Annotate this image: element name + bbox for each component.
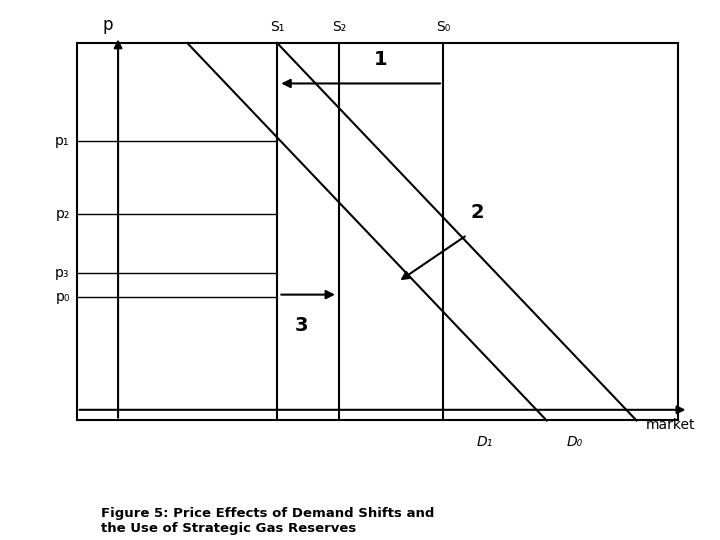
Text: D₁: D₁ bbox=[477, 435, 492, 449]
Text: 1: 1 bbox=[374, 50, 387, 69]
Text: S₂: S₂ bbox=[332, 21, 346, 35]
Text: market: market bbox=[646, 418, 696, 432]
Text: p₃: p₃ bbox=[55, 266, 70, 280]
Text: p₂: p₂ bbox=[55, 207, 70, 220]
Text: p₁: p₁ bbox=[55, 134, 70, 148]
Text: 3: 3 bbox=[294, 316, 308, 335]
Text: Figure 5: Price Effects of Demand Shifts and
the Use of Strategic Gas Reserves: Figure 5: Price Effects of Demand Shifts… bbox=[101, 507, 434, 535]
Text: 2: 2 bbox=[471, 203, 485, 222]
Text: p₀: p₀ bbox=[55, 290, 70, 304]
Text: S₁: S₁ bbox=[270, 21, 284, 35]
Text: p: p bbox=[102, 16, 113, 35]
Text: D₀: D₀ bbox=[566, 435, 582, 449]
Text: S₀: S₀ bbox=[436, 21, 450, 35]
